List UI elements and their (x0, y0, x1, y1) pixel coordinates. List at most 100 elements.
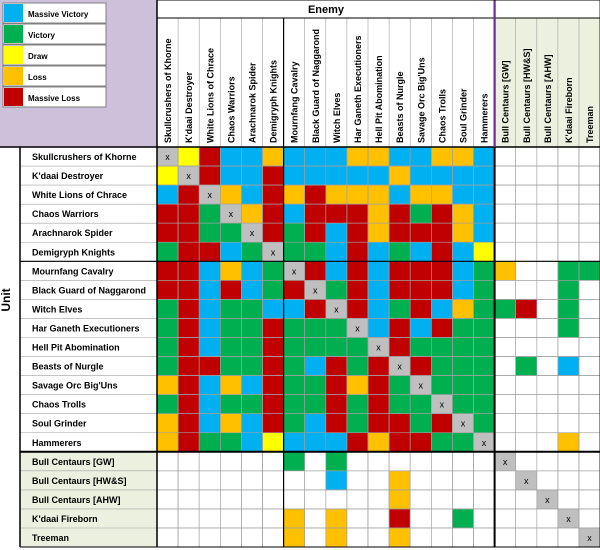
matrix-cell (430, 260, 453, 281)
matrix-cell (241, 527, 263, 548)
legend-item (2, 23, 107, 45)
matrix-cell (388, 241, 411, 262)
matrix-cell (198, 260, 221, 281)
matrix-cell (304, 203, 327, 224)
matrix-cell (325, 203, 348, 224)
legend-swatch (4, 67, 23, 85)
matrix-cell (473, 337, 495, 357)
matrix-cell (430, 432, 453, 453)
matrix-cell (473, 356, 495, 376)
matrix-cell (536, 299, 559, 319)
matrix-cell (304, 489, 327, 510)
matrix-cell (220, 337, 242, 357)
matrix-cell (177, 337, 200, 357)
matrix-cell (304, 432, 327, 453)
matrix-cell (388, 203, 411, 224)
matrix-cell (473, 222, 495, 243)
matrix-cell (262, 318, 284, 338)
matrix-cell (388, 222, 411, 243)
matrix-cell (198, 337, 221, 357)
legend-label: Victory (28, 31, 56, 40)
matrix-cell (515, 318, 538, 338)
matrix-cell (304, 222, 327, 243)
matrix-cell (557, 280, 580, 300)
matrix-cell (241, 489, 263, 510)
matrix-cell (578, 451, 600, 472)
matrix-cell (388, 413, 411, 434)
matrix-cell (367, 470, 390, 491)
matrix-cell (241, 318, 263, 338)
matrix-cell (494, 432, 517, 453)
matrix-cell (578, 337, 600, 357)
matrix-cell (388, 432, 411, 453)
matrix-cell (241, 337, 263, 357)
matrix-cell (241, 356, 263, 376)
matrix-cell (367, 241, 390, 262)
matrix-cell (325, 146, 348, 167)
column-header-bg (557, 18, 579, 147)
matrix-cell (409, 241, 432, 262)
matrix-cell (346, 337, 369, 357)
matrix-cell (241, 165, 263, 186)
self-matchup-marker: x (566, 514, 571, 524)
matrix-cell (177, 451, 200, 472)
column-header: K'daai Fireborn (564, 77, 574, 143)
matrix-cell (409, 203, 432, 224)
column-header-bg (494, 18, 516, 147)
matrix-cell (473, 241, 495, 262)
matrix-cell (452, 356, 474, 376)
matrix-cell (198, 432, 221, 453)
matrix-cell (452, 451, 474, 472)
matrix-cell (557, 165, 580, 186)
matrix-cell (452, 318, 474, 338)
matrix-cell (346, 222, 369, 243)
matrix-cell (557, 527, 580, 548)
matrix-cell (452, 280, 474, 300)
matrix-cell (536, 470, 559, 491)
matrix-cell (473, 260, 495, 281)
matrix-cell (388, 508, 411, 529)
row-header: Witch Elves (32, 304, 82, 314)
column-header: Bull Centaurs [AHW] (543, 55, 553, 144)
matrix-cell (346, 432, 369, 453)
matrix-cell (198, 280, 221, 300)
matrix-cell (494, 413, 517, 434)
matrix-cell (494, 337, 517, 357)
matrix-cell (241, 203, 263, 224)
matrix-cell (515, 527, 538, 548)
matrix-cell (346, 299, 369, 319)
matrix-cell (283, 489, 306, 510)
matrix-cell (325, 432, 348, 453)
matrix-cell (409, 356, 432, 376)
matrix-cell (557, 203, 580, 224)
matrix-cell (198, 203, 221, 224)
column-header: Savage Orc Big'Uns (416, 57, 426, 143)
matrix-cell (409, 432, 432, 453)
self-matchup-marker: x (419, 381, 424, 391)
matrix-cell (452, 470, 474, 491)
matrix-cell (557, 413, 580, 434)
matrix-cell (515, 394, 538, 414)
matrix-cell (283, 356, 306, 376)
matrix-cell (452, 184, 474, 205)
self-matchup-marker: x (461, 419, 466, 429)
matrix-cell (220, 432, 242, 453)
column-header: White Lions of Chrace (205, 48, 215, 143)
matrix-cell (409, 527, 432, 548)
matrix-cell (241, 299, 263, 319)
column-header-bg (579, 18, 600, 147)
matrix-cell (388, 260, 411, 281)
matrix-cell (177, 203, 200, 224)
matrix-cell (578, 165, 600, 186)
matrix-cell (325, 241, 348, 262)
row-header-bg (20, 489, 157, 509)
matrix-cell (578, 413, 600, 434)
matrix-cell (494, 146, 517, 167)
matrix-cell (557, 260, 580, 281)
matrix-cell (388, 184, 411, 205)
matrix-cell (430, 184, 453, 205)
column-header: Chaos Warriors (226, 76, 236, 143)
matrix-cell (283, 337, 306, 357)
matrix-cell (346, 356, 369, 376)
matrix-cell (494, 165, 517, 186)
